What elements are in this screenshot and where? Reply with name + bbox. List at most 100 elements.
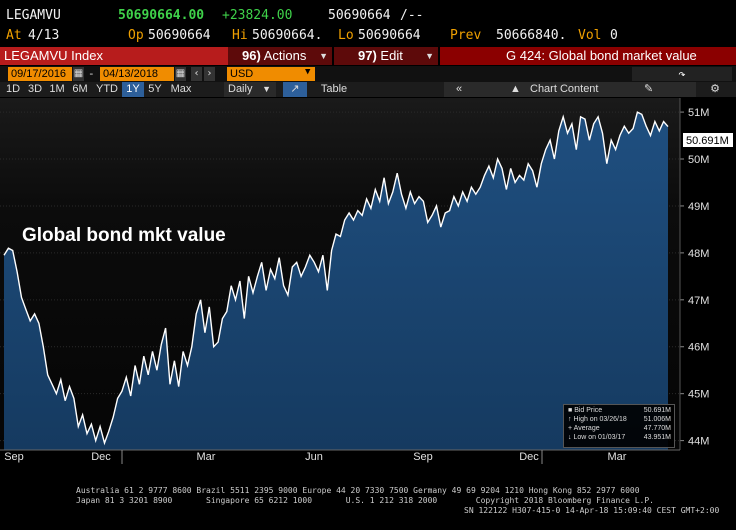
gear-icon[interactable]: ⚙ [710, 83, 720, 95]
prev-label: Prev [450, 28, 482, 43]
chevron-right-icon[interactable]: › [204, 67, 215, 81]
last-price-label: 50.691M [686, 135, 729, 147]
quote-line-1: LEGAMVU 50690664.00 +23824.00 50690664 /… [0, 8, 736, 26]
at-label: At [6, 28, 22, 43]
chart-toolbar: 1D 3D 1M 6M YTD 1Y 5Y Max Daily ▼ ↗ Table « ▲ C… [0, 82, 736, 97]
last-price-tag: 50.691M [683, 133, 733, 147]
bid-ask-slash: /-- [400, 8, 424, 23]
actions-label: Actions [263, 48, 307, 63]
x-tick-label: Mar [197, 451, 216, 463]
legend-average-label: + Average [568, 425, 600, 432]
legend-low-value: 43.951M [643, 434, 671, 441]
series-line [3, 111, 669, 446]
legend-low-label: ↓ Low on 01/03/17 [568, 434, 626, 441]
y-tick-label: 44M [688, 436, 709, 448]
function-header: LEGAMVU Index 96) Actions ▼ 97) Edit ▼ G… [0, 47, 736, 65]
low-label: Lo [338, 28, 354, 43]
start-date-input[interactable]: 09/17/2016 [8, 67, 72, 81]
frequency-select[interactable]: Daily ▼ [224, 82, 276, 97]
caret-down-icon: ▼ [305, 67, 311, 77]
legend-low-text: Low on 01/03/17 [573, 434, 626, 441]
x-tick-label: Sep [413, 451, 433, 463]
x-axis: Sep Dec Mar Jun Sep Dec Mar 2016 2017 2018 [0, 449, 680, 464]
y-tick-label: 45M [688, 389, 709, 401]
caret-down-icon: ▼ [425, 51, 434, 61]
line-chart-icon[interactable]: ↗ [283, 82, 307, 97]
y-tick-label: 47M [688, 295, 709, 307]
volume-value: 0 [610, 28, 618, 43]
low-value: 50690664 [358, 28, 421, 43]
period-button-5y[interactable]: 5Y [148, 83, 162, 95]
edit-number: 97) [358, 48, 377, 63]
y-tick-label: 49M [688, 201, 709, 213]
edit-icon[interactable]: ✎ [644, 83, 654, 95]
caret-down-icon: ▼ [262, 84, 271, 94]
period-button-ytd[interactable]: YTD [96, 83, 118, 95]
axis-background [680, 98, 736, 450]
x-tick-label: Sep [4, 451, 24, 463]
chart-content-label[interactable]: Chart Content [530, 83, 599, 95]
high-value: 50690664. [252, 28, 323, 43]
volume-label: Vol [578, 28, 602, 43]
quote-line-2: At 4/13 Op 50690664 Hi 50690664. Lo 5069… [0, 28, 736, 46]
security-name[interactable]: LEGAMVU Index [0, 47, 228, 65]
period-button-6m[interactable]: 6M [72, 83, 88, 95]
double-chevron-left-icon[interactable]: « [456, 83, 463, 95]
chart-legend: ■ Bid Price 50.691M ↑ High on 03/26/18 5… [563, 404, 675, 448]
period-button-1y[interactable]: 1Y [122, 82, 144, 97]
actions-menu[interactable]: 96) Actions ▼ [228, 47, 332, 65]
chevron-left-icon[interactable]: ‹ [191, 67, 202, 81]
prev-value: 50666840. [496, 28, 567, 43]
legend-high-text: High on 03/26/18 [573, 416, 627, 423]
legend-high-value: 51.006M [643, 416, 671, 423]
x-tick-label: Jun [305, 451, 323, 463]
calendar-icon[interactable]: ▦ [175, 67, 186, 81]
y-tick-label: 46M [688, 342, 709, 354]
actions-number: 96) [242, 48, 261, 63]
period-button-max[interactable]: Max [170, 83, 192, 95]
end-date-input[interactable]: 04/13/2018 [100, 67, 174, 81]
currency-select[interactable]: USD [227, 67, 315, 81]
y-tick-label: 50M [688, 154, 709, 166]
period-button-1m[interactable]: 1M [49, 83, 65, 95]
x-tick-label: Dec [519, 451, 539, 463]
refresh-icon[interactable]: ↷ [632, 67, 732, 81]
edit-menu[interactable]: 97) Edit ▼ [334, 47, 438, 65]
edit-label: Edit [380, 48, 403, 63]
period-button-3d[interactable]: 3D [27, 83, 43, 95]
area-fill [4, 112, 668, 450]
open-value: 50690664 [148, 28, 211, 43]
price-change: +23824.00 [222, 8, 293, 23]
last-price-2: 50690664 [328, 8, 391, 23]
high-label: Hi [232, 28, 248, 43]
chart-title: Global bond mkt value [22, 225, 226, 246]
frequency-label: Daily [228, 83, 253, 95]
footer-line-2: Japan 81 3 3201 8900 Singapore 65 6212 1… [76, 496, 654, 505]
last-price: 50690664.00 [118, 8, 205, 23]
year-label: 2016 [47, 462, 74, 464]
y-tick-label: 48M [688, 248, 709, 260]
date-range-bar: 09/17/2016 ▦ - 04/13/2018 ▦ ‹ › USD ▼ ↷ [0, 66, 736, 82]
legend-bid-text: Bid Price [574, 407, 603, 414]
x-tick-label: Dec [91, 451, 111, 463]
year-label: 2018 [597, 462, 624, 464]
open-label: Op [128, 28, 144, 43]
y-tick-label: 51M [688, 107, 709, 119]
footer: Australia 61 2 9777 8600 Brazil 5511 239… [0, 464, 736, 530]
y-axis: 44M 45M 46M 47M 48M 49M 50M 51M [679, 98, 709, 450]
year-label: 2017 [320, 462, 347, 464]
legend-high-label: ↑ High on 03/26/18 [568, 416, 627, 423]
table-button[interactable]: Table [320, 83, 348, 95]
period-button-1d[interactable]: 1D [5, 83, 21, 95]
calendar-icon[interactable]: ▦ [73, 67, 84, 81]
chart-content-bar: « ▲ Chart Content ✎ [444, 82, 696, 97]
chart-content-icon: ▲ [510, 83, 521, 95]
caret-down-icon: ▼ [319, 51, 328, 61]
legend-average-text: Average [573, 425, 600, 432]
footer-line-3: SN 122122 H307-415-0 14-Apr-18 15:09:40 … [464, 506, 720, 515]
page-title: G 424: Global bond market value [440, 47, 736, 65]
legend-average-value: 47.770M [643, 425, 671, 432]
legend-bid-label: ■ Bid Price [568, 407, 603, 414]
x-tick-label: Mar [608, 451, 627, 463]
